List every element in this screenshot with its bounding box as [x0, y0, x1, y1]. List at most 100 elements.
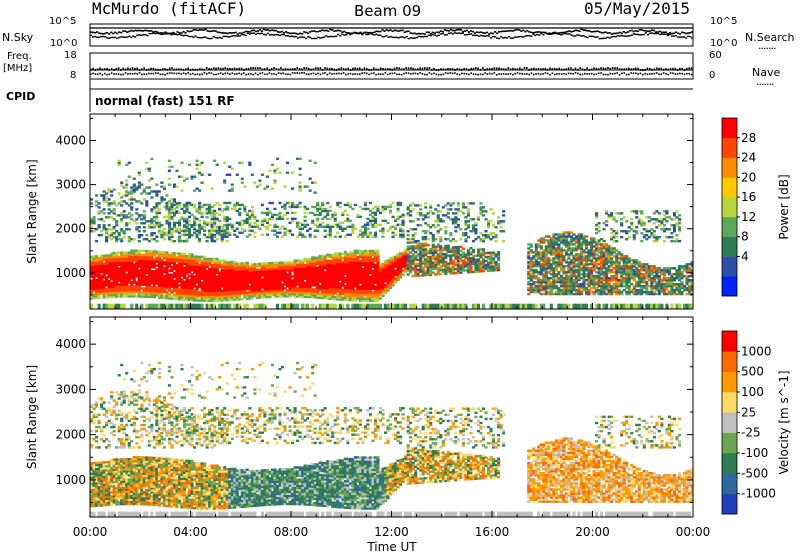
noise-search-mark [144, 34, 147, 36]
heatmap-cell [177, 239, 182, 243]
heatmap-cell [248, 267, 252, 270]
heatmap-cell [373, 221, 378, 225]
heatmap-cell [198, 209, 202, 213]
heatmap-cell [336, 290, 340, 293]
freq-mark [681, 67, 684, 70]
heatmap-cell [170, 198, 174, 201]
noise-search-mark [680, 36, 684, 38]
heatmap-cell [409, 265, 413, 268]
heatmap-cell [343, 270, 347, 274]
heatmap-cell [338, 258, 342, 261]
noise-search-mark [672, 35, 676, 37]
heatmap-cell [283, 279, 287, 282]
heatmap-cell [150, 271, 154, 275]
heatmap-cell [280, 293, 285, 296]
nave-mark [577, 72, 579, 75]
heatmap-cell [167, 230, 171, 233]
heatmap-cell [145, 267, 149, 271]
heatmap-cell [135, 283, 139, 286]
noise-sky-mark [405, 30, 408, 33]
heatmap-cell [414, 250, 418, 254]
heatmap-cell [260, 262, 264, 265]
heatmap-cell [137, 234, 141, 237]
heatmap-cell [233, 203, 237, 207]
heatmap-cell [105, 288, 109, 291]
heatmap-cell [255, 264, 259, 268]
heatmap-cell [414, 258, 418, 262]
noise-search-mark [461, 32, 465, 34]
heatmap-cell [243, 265, 247, 269]
heatmap-cell [110, 273, 114, 277]
freq-mark [226, 67, 229, 70]
noise-sky-mark [407, 30, 410, 33]
noise-search-mark [286, 35, 290, 37]
heatmap-cell [117, 277, 121, 280]
noise-search-mark [126, 36, 129, 38]
heatmap-cell [331, 225, 335, 229]
noise-search-mark [369, 32, 372, 35]
heatmap-cell [120, 283, 124, 286]
heatmap-cell [388, 280, 393, 284]
heatmap-cell [351, 255, 355, 258]
heatmap-cell [351, 225, 355, 229]
heatmap-cell [265, 285, 269, 289]
nave-mark [354, 73, 356, 75]
heatmap-cell [167, 223, 171, 227]
heatmap-cell [198, 277, 202, 280]
heatmap-cell [208, 269, 212, 273]
heatmap-cell [401, 223, 405, 227]
heatmap-cell [328, 233, 332, 236]
heatmap-cell [419, 262, 423, 265]
heatmap-cell [125, 216, 129, 219]
heatmap-cell [351, 285, 355, 288]
heatmap-cell [323, 271, 327, 274]
heatmap-cell [107, 274, 111, 277]
heatmap-cell [353, 255, 357, 258]
heatmap-cell [353, 267, 357, 270]
nave-mark [539, 73, 542, 76]
heatmap-cell [218, 227, 222, 230]
heatmap-cell [346, 267, 350, 270]
heatmap-cell [313, 294, 317, 297]
heatmap-cell [376, 253, 380, 257]
heatmap-cell [97, 284, 101, 288]
heatmap-cell [253, 269, 257, 272]
heatmap-cell [416, 212, 420, 215]
heatmap-cell [145, 161, 149, 165]
heatmap-cell [110, 287, 114, 291]
heatmap-cell [187, 303, 192, 309]
heatmap-cell [328, 303, 332, 309]
heatmap-cell [313, 258, 317, 261]
heatmap-cell [115, 271, 119, 275]
heatmap-cell [90, 297, 94, 300]
heatmap-cell [250, 215, 254, 219]
heatmap-cell [208, 173, 212, 176]
noise-search-mark [108, 37, 111, 39]
heatmap-cell [235, 278, 239, 281]
heatmap-cell [301, 287, 305, 290]
freq-mark [134, 67, 136, 70]
heatmap-cell [268, 275, 272, 279]
heatmap-cell [406, 253, 410, 256]
noise-search-mark [660, 33, 664, 35]
heatmap-cell [230, 223, 234, 227]
heatmap-cell [142, 293, 146, 296]
heatmap-cell [378, 293, 383, 296]
heatmap-cell [140, 192, 144, 195]
heatmap-cell [110, 228, 114, 231]
noise-search-mark [303, 36, 306, 39]
heatmap-cell [326, 289, 330, 292]
heatmap-cell [182, 262, 187, 266]
heatmap-cell [285, 267, 290, 270]
heatmap-cell [218, 213, 222, 217]
freq-mark [365, 67, 368, 70]
heatmap-cell [187, 284, 192, 288]
heatmap-cell [303, 211, 307, 215]
heatmap-cell [381, 294, 385, 298]
heatmap-cell [150, 252, 154, 255]
heatmap-cell [243, 279, 247, 283]
nave-tick-bottom: 0 [709, 70, 716, 81]
noise-search-mark [596, 36, 599, 38]
heatmap-cell [258, 268, 262, 272]
noise-search-mark [373, 34, 376, 36]
